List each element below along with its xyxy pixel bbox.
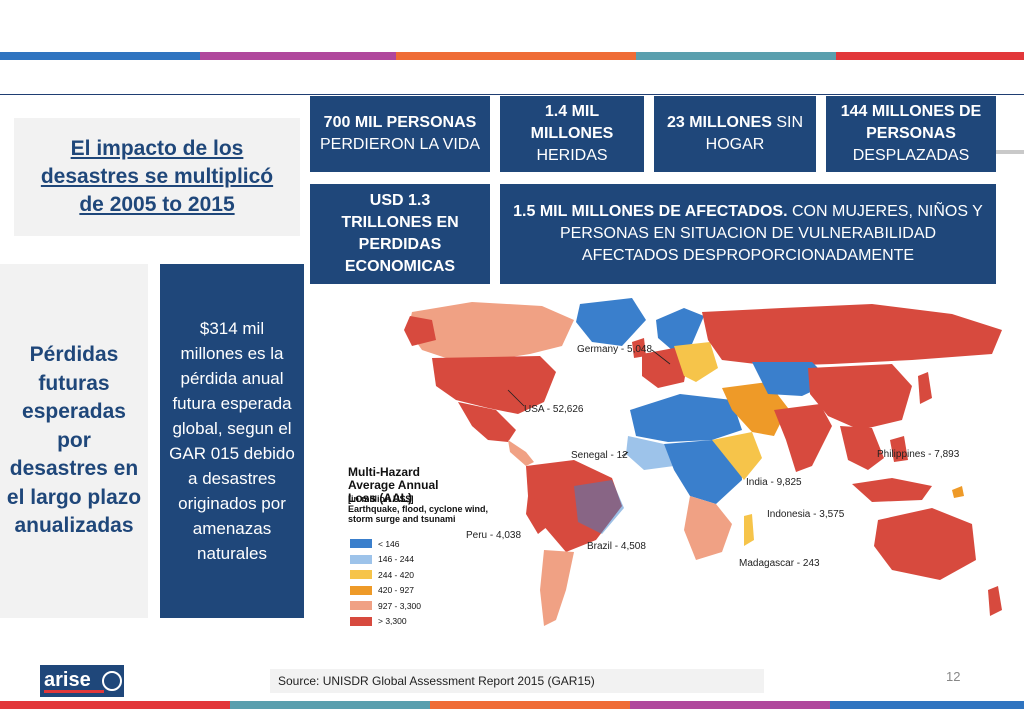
stat-bold: USD 1.3 TRILLONES EN PERDIDAS ECONOMICAS: [341, 192, 459, 275]
map-southeast-asia: [840, 426, 884, 470]
map-philippines: [890, 436, 908, 462]
map-indonesia: [852, 478, 932, 502]
stat-box-homeless: 23 MILLONES SIN HOGAR: [654, 96, 816, 172]
map-brazil-east: [574, 480, 624, 534]
legend-label: 927 - 3,300: [378, 600, 422, 611]
map-central-africa: [664, 440, 742, 504]
legend-item: < 146: [350, 536, 421, 552]
map-south-america-south: [540, 550, 574, 626]
map-north-africa: [630, 394, 742, 442]
legend-label: > 3,300: [378, 616, 407, 627]
map-label-madagascar: Madagascar - 243: [739, 558, 820, 569]
header-divider: [0, 94, 1024, 95]
future-losses-panel: Pérdidas futuras esperadas por desastres…: [0, 264, 148, 618]
legend-item: 927 - 3,300: [350, 598, 421, 614]
legend-label: < 146: [378, 538, 400, 549]
map-europe-east: [674, 342, 718, 382]
map-label-brazil: Brazil - 4,508: [587, 541, 646, 552]
stat-box-displaced: 144 MILLONES DE PERSONAS DESPLAZADAS: [826, 96, 996, 172]
map-label-usa: USA - 52,626: [524, 404, 584, 415]
map-canada: [408, 302, 574, 360]
map-japan: [918, 372, 932, 404]
map-australia: [874, 508, 976, 580]
senegal-pointer: [621, 451, 629, 457]
world-risk-map: [404, 298, 1002, 626]
map-label-senegal: Senegal - 12: [571, 450, 628, 461]
map-new-zealand: [988, 586, 1002, 616]
legend-label: 244 - 420: [378, 569, 414, 580]
arise-logo: arise: [40, 665, 124, 697]
map-greenland: [576, 298, 646, 346]
legend-item: 420 - 927: [350, 583, 421, 599]
map-peru: [526, 496, 548, 534]
map-label-philippines: Philippines - 7,893: [877, 449, 960, 460]
legend-item: 146 - 244: [350, 552, 421, 568]
map-russia: [702, 304, 1002, 366]
page-number: 12: [946, 669, 961, 684]
stat-box-economic-loss: USD 1.3 TRILLONES EN PERDIDAS ECONOMICAS: [310, 184, 490, 284]
annual-loss-info-panel: $314 mil millones es la pérdida anual fu…: [160, 264, 304, 618]
legend-swatch: [350, 585, 372, 595]
legend-unit: [in million US$] Earthquake, flood, cycl…: [348, 494, 528, 524]
stat-bold: 1.5 MIL MILLONES DE AFECTADOS.: [513, 203, 788, 220]
stat-box-injured: 1.4 MIL MILLONES HERIDAS: [500, 96, 644, 172]
germany-pointer: [651, 349, 671, 365]
map-usa: [432, 356, 556, 414]
legend-label: 146 - 244: [378, 554, 414, 565]
legend-swatch: [350, 554, 372, 564]
legend-swatch: [350, 570, 372, 580]
stat-bold: 1.4 MIL MILLONES: [530, 103, 614, 142]
legend-unit-text: [in million US$]: [348, 494, 414, 504]
map-mexico: [458, 402, 516, 442]
stat-rest: SIN HOGAR: [705, 114, 804, 153]
legend-label: 420 - 927: [378, 585, 414, 596]
legend-title: Multi-Hazard Average Annual Loss (AAL): [348, 465, 439, 505]
usa-pointer: [507, 389, 525, 407]
stat-bold: 700 MIL PERSONAS: [323, 114, 477, 131]
map-china: [808, 364, 912, 430]
top-color-bar: [0, 52, 1024, 60]
stat-bold: 23 MILLONES: [666, 114, 772, 131]
map-middle-east: [722, 382, 788, 436]
map-legend: < 146 146 - 244 244 - 420 420 - 927 927 …: [350, 536, 421, 629]
map-label-germany: Germany - 5,048: [577, 344, 653, 355]
map-europe-west: [642, 348, 688, 388]
annual-loss-info-text: $314 mil millones es la pérdida anual fu…: [169, 319, 295, 563]
stat-rest: PERDIERON LA VIDA: [319, 136, 481, 153]
map-scandinavia: [656, 308, 704, 350]
map-label-peru: Peru - 4,038: [466, 530, 522, 541]
map-central-america: [508, 440, 534, 466]
legend-hazards-text: Earthquake, flood, cyclone wind, storm s…: [348, 504, 489, 524]
stat-rest: HERIDAS: [536, 147, 608, 164]
stat-rest: DESPLAZADAS: [852, 147, 970, 164]
source-citation: Source: UNISDR Global Assessment Report …: [270, 669, 764, 693]
stat-bold: 144 MILLONES DE PERSONAS: [840, 103, 982, 142]
map-southern-africa: [684, 496, 732, 560]
legend-swatch: [350, 601, 372, 611]
stat-box-deaths: 700 MIL PERSONAS PERDIERON LA VIDA: [310, 96, 490, 172]
map-west-africa: [626, 436, 674, 470]
impact-panel: El impacto de los desastres se multiplic…: [14, 118, 300, 236]
map-pacific-islands: [952, 486, 964, 498]
future-losses-heading: Pérdidas futuras esperadas por desastres…: [6, 343, 142, 538]
legend-swatch: [350, 616, 372, 626]
legend-item: 244 - 420: [350, 567, 421, 583]
map-india: [774, 404, 832, 472]
stat-rest: CON MUJERES, NIÑOS Y PERSONAS EN SITUACI…: [559, 203, 983, 264]
legend-swatch: [350, 539, 372, 549]
map-uk: [632, 338, 646, 358]
impact-heading: El impacto de los desastres se multiplic…: [40, 137, 274, 216]
arise-logo-text: arise: [44, 669, 91, 691]
grey-accent-line: [995, 150, 1024, 154]
map-madagascar: [744, 514, 754, 546]
bottom-color-bar: [0, 701, 1024, 709]
legend-item: > 3,300: [350, 614, 421, 630]
map-label-indonesia: Indonesia - 3,575: [767, 509, 845, 520]
stat-box-affected: 1.5 MIL MILLONES DE AFECTADOS. CON MUJER…: [500, 184, 996, 284]
map-alaska: [404, 316, 436, 346]
map-label-india: India - 9,825: [746, 477, 802, 488]
map-east-africa: [712, 432, 762, 480]
